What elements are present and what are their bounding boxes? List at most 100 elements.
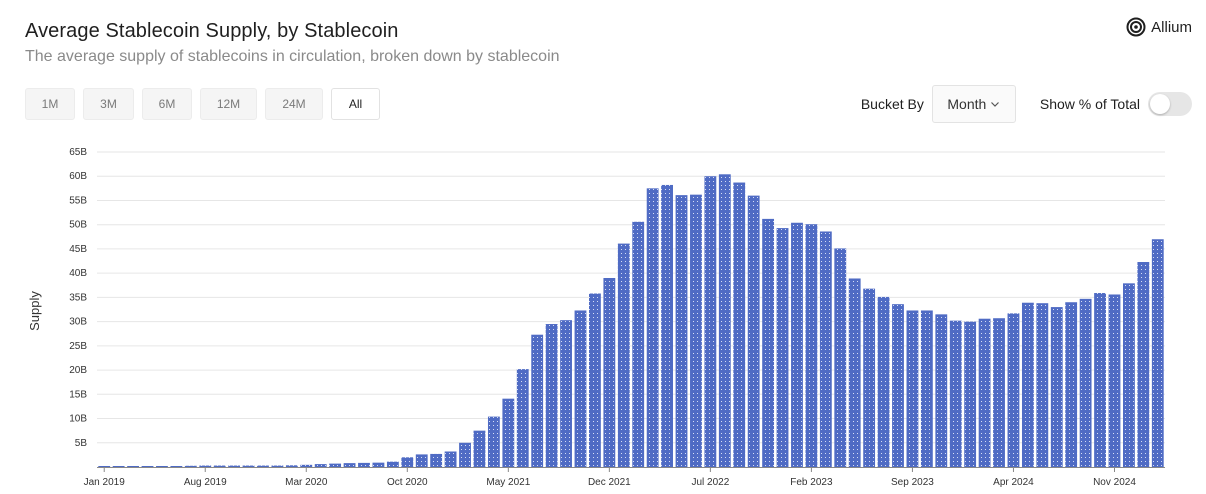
bar[interactable] <box>386 461 399 467</box>
bar[interactable] <box>791 222 803 467</box>
bar[interactable] <box>401 457 414 467</box>
bar[interactable] <box>358 462 370 467</box>
bar[interactable] <box>762 218 775 467</box>
bar[interactable] <box>733 182 746 467</box>
bar[interactable] <box>170 466 183 467</box>
bar[interactable] <box>444 451 457 467</box>
bar[interactable] <box>300 464 313 467</box>
bar[interactable] <box>834 248 847 467</box>
chevron-down-icon <box>991 102 1000 107</box>
bar[interactable] <box>690 194 702 467</box>
bar[interactable] <box>617 243 630 467</box>
bar[interactable] <box>473 430 486 467</box>
page-title: Average Stablecoin Supply, by Stablecoin <box>25 20 399 42</box>
bar[interactable] <box>1079 298 1092 467</box>
bar[interactable] <box>877 296 890 467</box>
range-tab-24m[interactable]: 24M <box>265 88 323 120</box>
bar[interactable] <box>603 278 616 467</box>
range-tab-3m[interactable]: 3M <box>83 88 134 120</box>
bar[interactable] <box>964 321 977 467</box>
bar[interactable] <box>704 176 717 468</box>
bar[interactable] <box>1137 262 1150 467</box>
allium-logo: Allium <box>1126 17 1192 37</box>
bar[interactable] <box>531 334 544 467</box>
show-pct-toggle[interactable] <box>1148 92 1192 116</box>
bar[interactable] <box>329 463 342 467</box>
bar[interactable] <box>545 324 558 467</box>
bar[interactable] <box>560 320 572 467</box>
bar[interactable] <box>343 463 356 467</box>
bar[interactable] <box>285 465 298 467</box>
bar[interactable] <box>747 195 760 467</box>
bar[interactable] <box>141 466 154 467</box>
bar[interactable] <box>906 310 919 467</box>
bar[interactable] <box>1021 302 1034 467</box>
bar[interactable] <box>863 288 876 467</box>
bar-chart: 5B 10B 15B 20B 25B 30B 35B 40B 45B 50B 55B 60B 65B Ja… <box>27 147 1165 488</box>
range-tab-1m[interactable]: 1M <box>25 88 75 120</box>
bar[interactable] <box>112 466 125 467</box>
bar[interactable] <box>1036 303 1049 467</box>
bar[interactable] <box>632 221 645 467</box>
x-tick-label: Mar 2020 <box>285 477 328 488</box>
bar[interactable] <box>935 314 948 467</box>
bar[interactable] <box>98 466 111 467</box>
allium-logo-icon <box>1126 17 1146 37</box>
bar[interactable] <box>213 465 226 467</box>
range-tab-12m[interactable]: 12M <box>200 88 257 120</box>
bar[interactable] <box>156 466 168 467</box>
bar[interactable] <box>1151 239 1164 467</box>
bar[interactable] <box>127 466 139 467</box>
y-tick-label: 60B <box>69 171 87 182</box>
y-tick-label: 10B <box>69 414 87 425</box>
bar[interactable] <box>805 224 818 467</box>
y-tick-label: 35B <box>69 292 87 303</box>
bar[interactable] <box>993 318 1005 467</box>
y-tick-label: 65B <box>69 147 87 158</box>
bar[interactable] <box>574 310 587 467</box>
bar[interactable] <box>1094 293 1106 467</box>
bar[interactable] <box>920 310 933 467</box>
y-axis-label: Supply <box>27 291 42 331</box>
bar[interactable] <box>502 398 515 467</box>
bar[interactable] <box>430 453 443 467</box>
bucket-by-select[interactable]: Month <box>931 85 1016 123</box>
x-tick-label: Feb 2023 <box>790 477 833 488</box>
bar[interactable] <box>848 278 861 467</box>
bar[interactable] <box>487 416 500 467</box>
bar[interactable] <box>819 231 832 467</box>
range-tab-6m[interactable]: 6M <box>142 88 192 120</box>
bar[interactable] <box>271 465 284 467</box>
bar[interactable] <box>1123 283 1135 467</box>
bar[interactable] <box>589 293 601 467</box>
bar[interactable] <box>776 228 789 467</box>
bar[interactable] <box>661 184 673 467</box>
bar[interactable] <box>978 318 991 467</box>
bar[interactable] <box>646 188 659 467</box>
bar[interactable] <box>1065 302 1078 467</box>
bar[interactable] <box>257 465 269 467</box>
bar[interactable] <box>1007 313 1020 467</box>
allium-logo-text: Allium <box>1151 18 1192 36</box>
range-tab-all[interactable]: All <box>331 88 380 120</box>
bucket-by-label: Bucket By <box>860 96 924 112</box>
y-tick-label: 55B <box>69 195 87 206</box>
bar[interactable] <box>459 442 471 467</box>
bar[interactable] <box>949 320 962 467</box>
bar[interactable] <box>372 462 385 467</box>
bar[interactable] <box>1050 307 1063 467</box>
bar[interactable] <box>1108 294 1121 467</box>
bar[interactable] <box>892 304 904 467</box>
bar[interactable] <box>718 174 731 467</box>
bar[interactable] <box>415 454 428 467</box>
bar[interactable] <box>228 465 241 467</box>
bar[interactable] <box>675 195 688 467</box>
bar[interactable] <box>199 465 212 467</box>
page-subtitle: The average supply of stablecoins in cir… <box>25 48 560 65</box>
bar[interactable] <box>184 465 197 467</box>
bar[interactable] <box>314 464 327 467</box>
show-pct-label: Show % of Total <box>1039 96 1140 112</box>
chart-controls: Bucket By Month Show % of Total <box>861 85 1192 123</box>
bar[interactable] <box>516 369 529 467</box>
bar[interactable] <box>242 465 255 467</box>
